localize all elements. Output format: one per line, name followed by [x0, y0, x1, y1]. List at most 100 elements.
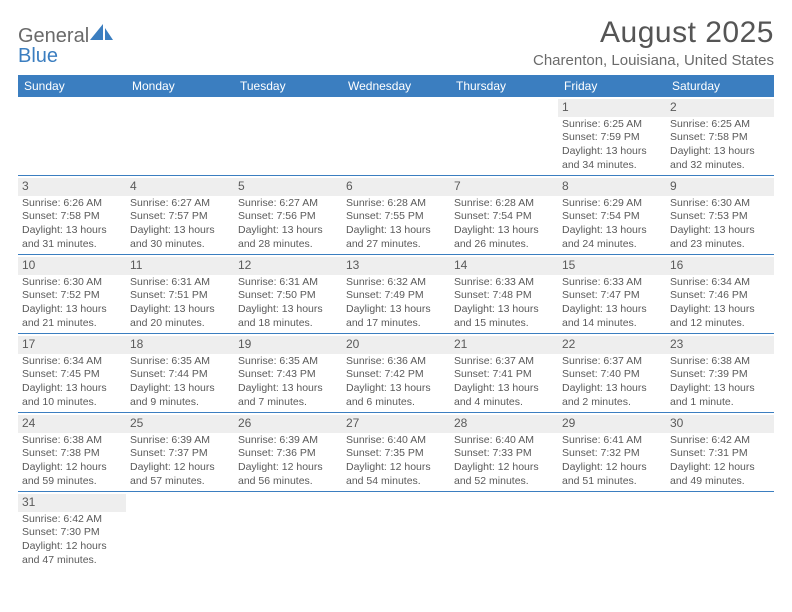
sunset-text: Sunset: 7:43 PM: [238, 368, 338, 382]
logo-word2: Blue: [18, 45, 58, 67]
sunset-text: Sunset: 7:47 PM: [562, 289, 662, 303]
sunset-text: Sunset: 7:32 PM: [562, 447, 662, 461]
sunset-text: Sunset: 7:38 PM: [22, 447, 122, 461]
sunrise-text: Sunrise: 6:35 AM: [238, 355, 338, 369]
sunset-text: Sunset: 7:52 PM: [22, 289, 122, 303]
daylight-text: Daylight: 13 hours and 24 minutes.: [562, 224, 662, 251]
sunset-text: Sunset: 7:54 PM: [454, 210, 554, 224]
sunset-text: Sunset: 7:58 PM: [670, 131, 770, 145]
day-number: 25: [126, 415, 234, 433]
weeks-container: 1Sunrise: 6:25 AMSunset: 7:59 PMDaylight…: [18, 97, 774, 570]
sunset-text: Sunset: 7:31 PM: [670, 447, 770, 461]
day-cell: 9Sunrise: 6:30 AMSunset: 7:53 PMDaylight…: [666, 176, 774, 254]
day-cell: 14Sunrise: 6:33 AMSunset: 7:48 PMDayligh…: [450, 255, 558, 333]
location: Charenton, Louisiana, United States: [533, 52, 774, 69]
daylight-text: Daylight: 12 hours and 49 minutes.: [670, 461, 770, 488]
sunset-text: Sunset: 7:33 PM: [454, 447, 554, 461]
sunrise-text: Sunrise: 6:25 AM: [670, 118, 770, 132]
day-cell: 5Sunrise: 6:27 AMSunset: 7:56 PMDaylight…: [234, 176, 342, 254]
day-cell: 18Sunrise: 6:35 AMSunset: 7:44 PMDayligh…: [126, 334, 234, 412]
sunrise-text: Sunrise: 6:30 AM: [22, 276, 122, 290]
day-cell: [126, 492, 234, 570]
daylight-text: Daylight: 13 hours and 20 minutes.: [130, 303, 230, 330]
dayheader: Saturday: [666, 75, 774, 97]
day-cell: 10Sunrise: 6:30 AMSunset: 7:52 PMDayligh…: [18, 255, 126, 333]
sunrise-text: Sunrise: 6:40 AM: [454, 434, 554, 448]
day-number: 5: [234, 178, 342, 196]
day-number: 11: [126, 257, 234, 275]
day-number: 30: [666, 415, 774, 433]
week-row: 1Sunrise: 6:25 AMSunset: 7:59 PMDaylight…: [18, 97, 774, 176]
week-row: 10Sunrise: 6:30 AMSunset: 7:52 PMDayligh…: [18, 255, 774, 334]
day-cell: 30Sunrise: 6:42 AMSunset: 7:31 PMDayligh…: [666, 413, 774, 491]
sail-icon: [89, 22, 115, 42]
daylight-text: Daylight: 13 hours and 15 minutes.: [454, 303, 554, 330]
day-cell: 27Sunrise: 6:40 AMSunset: 7:35 PMDayligh…: [342, 413, 450, 491]
sunset-text: Sunset: 7:44 PM: [130, 368, 230, 382]
sunset-text: Sunset: 7:30 PM: [22, 526, 122, 540]
sunrise-text: Sunrise: 6:38 AM: [22, 434, 122, 448]
sunrise-text: Sunrise: 6:28 AM: [346, 197, 446, 211]
day-number: 4: [126, 178, 234, 196]
week-row: 24Sunrise: 6:38 AMSunset: 7:38 PMDayligh…: [18, 413, 774, 492]
day-number: 8: [558, 178, 666, 196]
day-cell: 24Sunrise: 6:38 AMSunset: 7:38 PMDayligh…: [18, 413, 126, 491]
day-cell: 6Sunrise: 6:28 AMSunset: 7:55 PMDaylight…: [342, 176, 450, 254]
day-cell: 19Sunrise: 6:35 AMSunset: 7:43 PMDayligh…: [234, 334, 342, 412]
daylight-text: Daylight: 13 hours and 23 minutes.: [670, 224, 770, 251]
sunrise-text: Sunrise: 6:33 AM: [454, 276, 554, 290]
sunset-text: Sunset: 7:53 PM: [670, 210, 770, 224]
daylight-text: Daylight: 13 hours and 14 minutes.: [562, 303, 662, 330]
sunrise-text: Sunrise: 6:42 AM: [22, 513, 122, 527]
dayheader: Friday: [558, 75, 666, 97]
sunset-text: Sunset: 7:58 PM: [22, 210, 122, 224]
day-cell: 1Sunrise: 6:25 AMSunset: 7:59 PMDaylight…: [558, 97, 666, 175]
sunset-text: Sunset: 7:35 PM: [346, 447, 446, 461]
day-cell: 15Sunrise: 6:33 AMSunset: 7:47 PMDayligh…: [558, 255, 666, 333]
daylight-text: Daylight: 13 hours and 12 minutes.: [670, 303, 770, 330]
sunrise-text: Sunrise: 6:30 AM: [670, 197, 770, 211]
daylight-text: Daylight: 13 hours and 26 minutes.: [454, 224, 554, 251]
daylight-text: Daylight: 13 hours and 6 minutes.: [346, 382, 446, 409]
day-number: 23: [666, 336, 774, 354]
day-cell: [558, 492, 666, 570]
day-cell: 20Sunrise: 6:36 AMSunset: 7:42 PMDayligh…: [342, 334, 450, 412]
month-title: August 2025: [533, 16, 774, 50]
day-number: 31: [18, 494, 126, 512]
day-cell: 25Sunrise: 6:39 AMSunset: 7:37 PMDayligh…: [126, 413, 234, 491]
daylight-text: Daylight: 13 hours and 31 minutes.: [22, 224, 122, 251]
day-cell: 26Sunrise: 6:39 AMSunset: 7:36 PMDayligh…: [234, 413, 342, 491]
day-cell: 17Sunrise: 6:34 AMSunset: 7:45 PMDayligh…: [18, 334, 126, 412]
sunset-text: Sunset: 7:49 PM: [346, 289, 446, 303]
daylight-text: Daylight: 13 hours and 7 minutes.: [238, 382, 338, 409]
daylight-text: Daylight: 13 hours and 34 minutes.: [562, 145, 662, 172]
dayheader: Sunday: [18, 75, 126, 97]
daylight-text: Daylight: 13 hours and 1 minute.: [670, 382, 770, 409]
sunset-text: Sunset: 7:40 PM: [562, 368, 662, 382]
day-cell: 3Sunrise: 6:26 AMSunset: 7:58 PMDaylight…: [18, 176, 126, 254]
day-number: 1: [558, 99, 666, 117]
day-number: 16: [666, 257, 774, 275]
sunrise-text: Sunrise: 6:37 AM: [454, 355, 554, 369]
calendar: SundayMondayTuesdayWednesdayThursdayFrid…: [18, 75, 774, 570]
day-cell: 28Sunrise: 6:40 AMSunset: 7:33 PMDayligh…: [450, 413, 558, 491]
day-cell: [234, 97, 342, 175]
day-cell: 2Sunrise: 6:25 AMSunset: 7:58 PMDaylight…: [666, 97, 774, 175]
dayheader-row: SundayMondayTuesdayWednesdayThursdayFrid…: [18, 75, 774, 97]
daylight-text: Daylight: 13 hours and 21 minutes.: [22, 303, 122, 330]
daylight-text: Daylight: 13 hours and 28 minutes.: [238, 224, 338, 251]
day-cell: 29Sunrise: 6:41 AMSunset: 7:32 PMDayligh…: [558, 413, 666, 491]
day-number: 28: [450, 415, 558, 433]
sunset-text: Sunset: 7:41 PM: [454, 368, 554, 382]
logo: GeneralBlue: [18, 16, 115, 66]
daylight-text: Daylight: 12 hours and 52 minutes.: [454, 461, 554, 488]
sunrise-text: Sunrise: 6:28 AM: [454, 197, 554, 211]
sunset-text: Sunset: 7:50 PM: [238, 289, 338, 303]
sunrise-text: Sunrise: 6:38 AM: [670, 355, 770, 369]
daylight-text: Daylight: 12 hours and 47 minutes.: [22, 540, 122, 567]
sunrise-text: Sunrise: 6:27 AM: [238, 197, 338, 211]
daylight-text: Daylight: 13 hours and 9 minutes.: [130, 382, 230, 409]
dayheader: Monday: [126, 75, 234, 97]
sunrise-text: Sunrise: 6:31 AM: [238, 276, 338, 290]
sunrise-text: Sunrise: 6:39 AM: [238, 434, 338, 448]
